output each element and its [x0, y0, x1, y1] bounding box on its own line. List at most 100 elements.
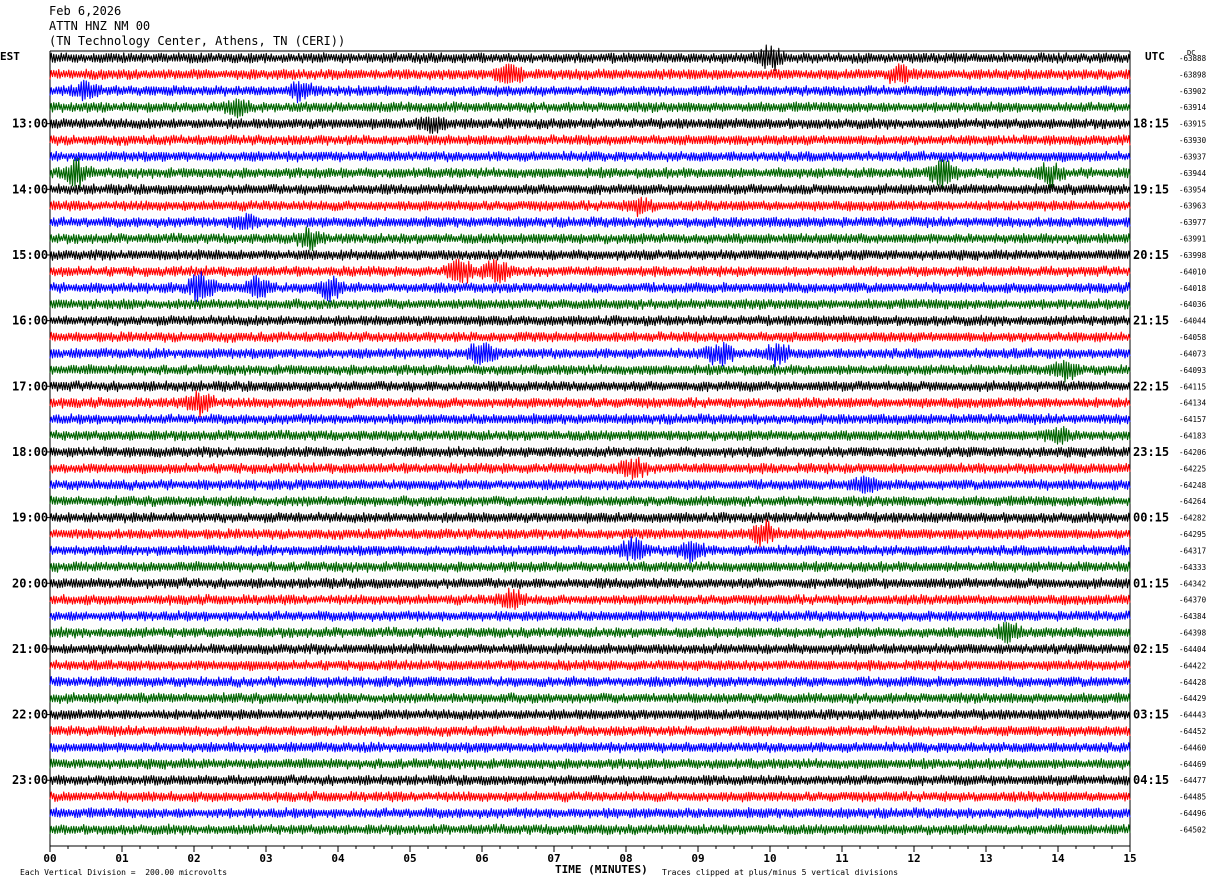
left-hour-label: 14:00 — [12, 182, 48, 196]
dc-offset-label: -63991 — [1179, 235, 1206, 244]
dc-offset-label: -63954 — [1179, 185, 1207, 194]
trace-row-10 — [49, 212, 1131, 231]
trace-row-34 — [49, 610, 1131, 622]
x-tick-label: 11 — [835, 852, 849, 865]
x-tick-label: 14 — [1051, 852, 1065, 865]
trace-row-2 — [49, 79, 1131, 104]
trace-row-26 — [49, 475, 1131, 494]
dc-offset-label: -64093 — [1179, 366, 1206, 375]
dc-offset-label: -64264 — [1179, 497, 1207, 506]
right-hour-label: 21:15 — [1133, 314, 1169, 328]
trace-row-39 — [49, 692, 1131, 705]
dc-offset-label: -64018 — [1179, 284, 1207, 293]
dc-offset-label: -64477 — [1179, 776, 1206, 785]
dc-offset-label: -64502 — [1179, 825, 1206, 834]
dc-offset-label: -63937 — [1179, 152, 1206, 161]
dc-offset-label: -64342 — [1179, 579, 1206, 588]
trace-row-36 — [49, 642, 1131, 655]
trace-row-16 — [49, 314, 1131, 327]
dc-offset-label: -63977 — [1179, 218, 1206, 227]
left-hour-label: 17:00 — [12, 379, 48, 393]
trace-row-46 — [49, 807, 1131, 819]
dc-offset-label: -63914 — [1179, 103, 1207, 112]
trace-row-9 — [49, 196, 1131, 218]
dc-offset-label: -64295 — [1179, 530, 1206, 539]
dc-offset-label: -63944 — [1179, 169, 1207, 178]
trace-row-21 — [49, 390, 1131, 418]
right-hour-label: 19:15 — [1133, 182, 1169, 196]
trace-row-29 — [49, 518, 1131, 547]
dc-offset-label: -63930 — [1179, 136, 1207, 145]
right-hour-label: 18:15 — [1133, 117, 1169, 131]
date-label: Feb 6,2026 — [49, 4, 122, 18]
trace-row-37 — [49, 659, 1131, 672]
left-hour-label: 23:00 — [12, 773, 48, 787]
dc-offset-label: -64044 — [1179, 317, 1207, 326]
x-axis-title: TIME (MINUTES) — [555, 863, 648, 876]
trace-row-33 — [49, 587, 1131, 610]
left-hour-label: 13:00 — [12, 117, 48, 131]
trace-row-32 — [49, 577, 1131, 590]
dc-offset-label: -64036 — [1179, 300, 1207, 309]
trace-row-11 — [49, 226, 1131, 252]
dc-offset-label: -64398 — [1179, 629, 1207, 638]
trace-row-42 — [49, 741, 1131, 754]
trace-row-3 — [49, 98, 1131, 119]
x-tick-label: 13 — [979, 852, 992, 865]
x-tick-label: 09 — [691, 852, 704, 865]
x-tick-label: 00 — [43, 852, 56, 865]
trace-row-38 — [49, 675, 1131, 688]
trace-row-20 — [49, 380, 1131, 393]
dc-offset-label: -64248 — [1179, 481, 1207, 490]
trace-row-43 — [49, 757, 1131, 770]
dc-offset-label: -63888 — [1179, 54, 1207, 63]
trace-row-31 — [49, 560, 1131, 573]
trace-row-8 — [49, 183, 1131, 196]
x-tick-label: 01 — [115, 852, 129, 865]
right-hour-label: 02:15 — [1133, 642, 1169, 656]
dc-offset-label: -64010 — [1179, 267, 1207, 276]
station-label: ATTN HNZ NM 00 — [49, 19, 151, 33]
left-hour-label: 22:00 — [12, 708, 48, 722]
dc-offset-label: -64157 — [1179, 415, 1206, 424]
left-timezone-label: EST — [0, 50, 20, 63]
right-hour-label: 04:15 — [1133, 773, 1169, 787]
trace-row-15 — [49, 298, 1131, 311]
trace-row-7 — [49, 157, 1131, 189]
dc-offset-label: -64429 — [1179, 694, 1206, 703]
dc-offset-label: -64206 — [1179, 448, 1207, 457]
right-hour-label: 22:15 — [1133, 379, 1169, 393]
trace-row-19 — [49, 359, 1131, 383]
x-tick-label: 05 — [403, 852, 416, 865]
x-tick-label: 15 — [1123, 852, 1136, 865]
trace-row-13 — [49, 258, 1131, 284]
x-tick-label: 07 — [547, 852, 560, 865]
left-hour-label: 18:00 — [12, 445, 48, 459]
left-hour-label: 15:00 — [12, 248, 48, 262]
trace-row-18 — [49, 341, 1131, 368]
dc-offset-label: -64384 — [1179, 612, 1207, 621]
dc-offset-label: -64452 — [1179, 727, 1206, 736]
dc-label: DC — [1187, 49, 1196, 57]
trace-row-27 — [49, 495, 1131, 507]
left-hour-label: 19:00 — [12, 511, 48, 525]
dc-offset-label: -64317 — [1179, 546, 1206, 555]
right-hour-label: 00:15 — [1133, 511, 1169, 525]
trace-row-24 — [49, 445, 1131, 458]
dc-offset-label: -64460 — [1179, 743, 1207, 752]
trace-row-44 — [49, 774, 1131, 787]
left-hour-label: 20:00 — [12, 576, 48, 590]
trace-row-28 — [49, 511, 1131, 524]
dc-offset-label: -64443 — [1179, 711, 1206, 720]
trace-row-14 — [49, 271, 1131, 303]
right-hour-label: 01:15 — [1133, 576, 1169, 590]
trace-row-23 — [49, 425, 1131, 445]
dc-offset-label: -64428 — [1179, 678, 1207, 687]
x-tick-label: 06 — [475, 852, 489, 865]
x-tick-label: 10 — [763, 852, 776, 865]
left-hour-label: 21:00 — [12, 642, 48, 656]
right-timezone-label: UTC — [1145, 50, 1165, 63]
x-tick-label: 04 — [331, 852, 345, 865]
scale-note: Each Vertical Division = 200.00 microvol… — [20, 868, 228, 877]
